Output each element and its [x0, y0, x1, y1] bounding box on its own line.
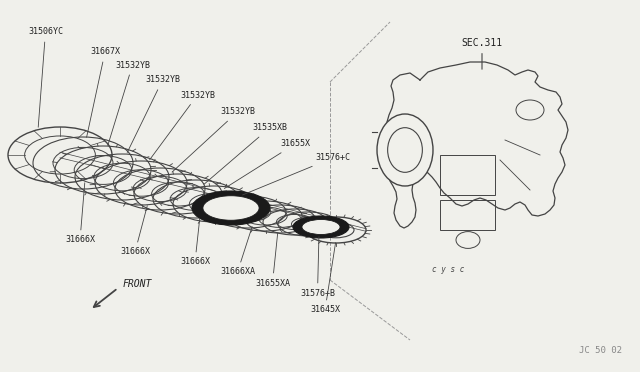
- Text: SEC.311: SEC.311: [461, 38, 502, 69]
- Text: 31666XA: 31666XA: [220, 227, 255, 276]
- Text: 31535XB: 31535XB: [204, 124, 287, 184]
- Text: 31667X: 31667X: [86, 48, 120, 137]
- Ellipse shape: [388, 128, 422, 172]
- Text: 31655XA: 31655XA: [255, 233, 290, 288]
- Text: 31576+B: 31576+B: [300, 237, 335, 298]
- Text: 31506YC: 31506YC: [28, 28, 63, 127]
- Text: 31666X: 31666X: [120, 206, 150, 257]
- Text: 31532YB: 31532YB: [127, 76, 180, 153]
- Ellipse shape: [377, 114, 433, 186]
- Text: 31666X: 31666X: [180, 219, 210, 266]
- Text: 31576+C: 31576+C: [243, 154, 350, 195]
- Text: JC 50 02: JC 50 02: [579, 346, 622, 355]
- Text: 31532YB: 31532YB: [150, 90, 215, 160]
- Bar: [440, 200, 495, 230]
- Text: 31532YB: 31532YB: [108, 61, 150, 145]
- Text: 31532YB: 31532YB: [172, 108, 255, 172]
- Text: 31645X: 31645X: [310, 243, 340, 314]
- Bar: [440, 155, 495, 195]
- Text: FRONT: FRONT: [123, 279, 152, 289]
- Text: 31666X: 31666X: [65, 183, 95, 244]
- Ellipse shape: [293, 216, 349, 238]
- Text: 31655X: 31655X: [225, 140, 310, 189]
- Ellipse shape: [203, 196, 259, 220]
- Ellipse shape: [302, 219, 340, 234]
- Text: c y s c: c y s c: [432, 265, 464, 274]
- Ellipse shape: [192, 191, 270, 225]
